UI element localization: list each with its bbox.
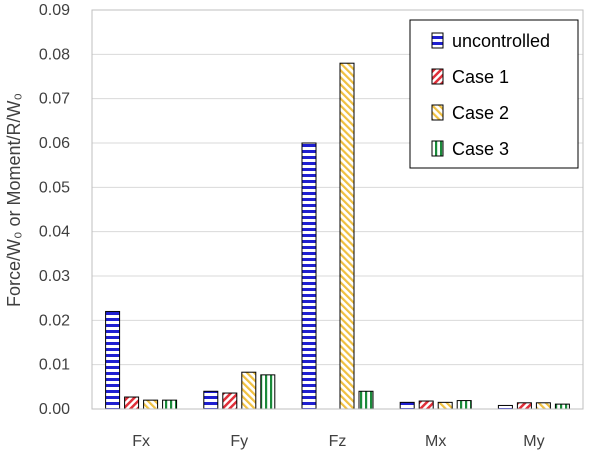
y-tick-label: 0.05 <box>39 179 70 196</box>
bar-mx-uncontrolled <box>399 401 415 410</box>
x-tick-labels: Fx Fy Fz Mx My <box>132 433 544 450</box>
bar-fy-case-1 <box>222 392 238 410</box>
plot-frame <box>91 9 584 410</box>
y-tick-label: 0.01 <box>39 357 70 374</box>
y-tick-labels: 0.00 0.01 0.02 0.03 0.04 0.05 0.06 0.07 0.08 0.09 <box>39 2 70 418</box>
bar-fy-case-3 <box>260 374 276 410</box>
y-tick-label: 0.08 <box>39 46 70 63</box>
x-tick-label: Mx <box>425 433 446 450</box>
bar-fz-case-3 <box>358 390 374 410</box>
legend-label: Case 3 <box>452 139 509 159</box>
bar-my-uncontrolled <box>497 404 513 410</box>
y-tick-label: 0.00 <box>39 401 70 418</box>
y-tick-label: 0.02 <box>39 312 70 329</box>
bar-fx-uncontrolled <box>105 310 121 410</box>
legend-swatch <box>431 68 444 85</box>
legend: uncontrolled Case 1 Case 2 Case 3 <box>409 19 579 169</box>
y-tick-label: 0.09 <box>39 2 70 19</box>
bar-fx-case-1 <box>124 396 140 410</box>
legend-label: Case 2 <box>452 103 509 123</box>
x-tick-label: Fy <box>230 433 248 450</box>
legend-label: uncontrolled <box>452 31 550 51</box>
y-tick-label: 0.07 <box>39 91 70 108</box>
bar-fy-uncontrolled <box>203 390 219 410</box>
bar-mx-case-2 <box>437 401 453 410</box>
bar-fx-case-3 <box>162 399 178 410</box>
x-tick-label: Fx <box>132 433 150 450</box>
bar-fy-case-2 <box>241 371 257 410</box>
bar-fz-case-2 <box>339 62 355 410</box>
x-tick-label: Fz <box>329 433 347 450</box>
bar-my-case-2 <box>535 402 551 410</box>
y-tick-label: 0.04 <box>39 224 70 241</box>
x-tick-label: My <box>523 433 544 450</box>
y-tick-label: 0.06 <box>39 135 70 152</box>
y-axis-label: Force/W₀ or Moment/R/W₀ <box>4 93 24 307</box>
bar-fx-case-2 <box>143 399 159 410</box>
legend-swatch <box>431 140 444 157</box>
legend-label: Case 1 <box>452 67 509 87</box>
bar-fz-uncontrolled <box>301 142 317 410</box>
legend-swatch <box>431 104 444 121</box>
bar-my-case-1 <box>516 402 532 410</box>
legend-swatch <box>431 32 444 49</box>
bar-mx-case-3 <box>456 400 472 410</box>
bar-mx-case-1 <box>418 400 434 410</box>
y-tick-label: 0.03 <box>39 268 70 285</box>
bar-my-case-3 <box>554 403 570 410</box>
plot-area-border <box>91 9 584 410</box>
